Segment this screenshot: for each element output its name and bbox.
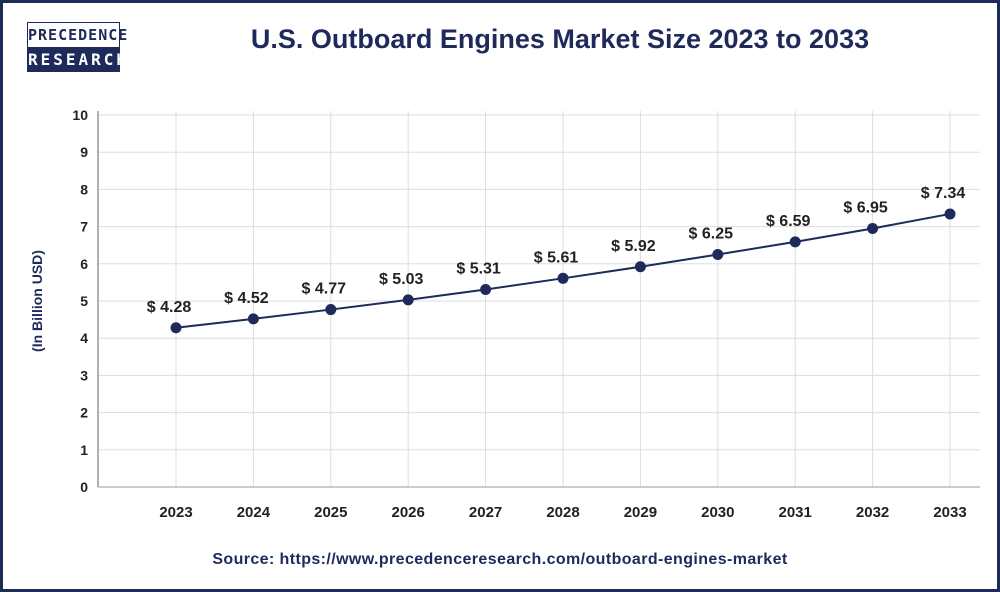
data-label: $ 6.25 [689,226,734,243]
data-point [480,283,492,295]
y-tick-label: 4 [80,330,88,346]
data-point [170,322,182,334]
data-label: $ 5.61 [534,249,579,266]
y-tick-label: 5 [80,293,88,309]
data-label: $ 5.31 [456,260,501,277]
y-tick-label: 6 [80,256,88,272]
x-tick-label: 2026 [392,504,425,521]
y-tick-label: 1 [80,442,88,458]
data-label: $ 5.03 [379,271,424,288]
data-point [789,236,801,248]
x-tick-label: 2031 [779,504,812,521]
data-point [247,313,259,325]
x-tick-label: 2025 [314,504,347,521]
chart-title: U.S. Outboard Engines Market Size 2023 t… [250,24,870,54]
data-point [402,294,414,306]
data-label: $ 4.52 [224,290,269,307]
x-tick-label: 2032 [856,504,889,521]
y-tick-label: 7 [80,219,88,235]
precedence-research-logo: PRECEDENCE RESEARCH [27,22,129,72]
x-tick-label: 2023 [159,504,192,521]
data-label: $ 6.95 [843,199,888,216]
data-point [712,249,724,260]
data-label: $ 4.28 [147,299,192,316]
data-label: $ 6.59 [766,213,811,230]
y-tick-label: 3 [80,367,88,383]
x-tick-label: 2024 [237,504,271,521]
y-axis-label: (In Billion USD) [29,250,45,352]
logo-line1: PRECEDENCE [28,26,129,44]
x-tick-label: 2029 [624,504,657,521]
data-label: $ 5.92 [611,238,656,255]
data-point [557,272,569,284]
data-point [867,222,879,234]
y-tick-label: 9 [80,144,88,160]
y-tick-label: 8 [80,181,88,197]
data-label: $ 7.34 [921,185,966,202]
data-label: $ 4.77 [302,281,347,298]
y-tick-label: 0 [80,479,88,495]
x-tick-label: 2030 [701,504,734,521]
data-point [944,208,956,220]
x-tick-label: 2028 [546,504,579,521]
logo-line2: RESEARCH [28,47,126,72]
data-point [634,261,646,273]
source-text: Source: https://www.precedenceresearch.c… [212,551,788,568]
x-tick-label: 2027 [469,504,502,521]
x-tick-label: 2033 [933,504,966,521]
y-tick-label: 10 [72,107,88,123]
data-point [325,304,337,316]
y-tick-label: 2 [80,405,88,421]
